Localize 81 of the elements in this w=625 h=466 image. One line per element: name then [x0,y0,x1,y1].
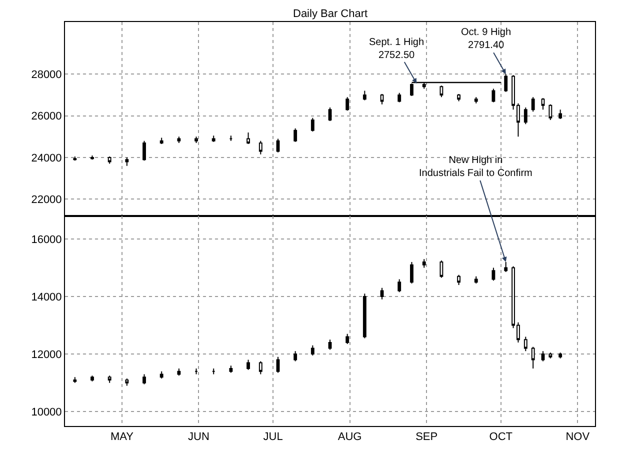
candlestick [90,375,94,382]
y-tick-label: 28000 [31,68,62,81]
candlestick [177,136,181,144]
x-tick-label: JUN [188,431,210,444]
candlestick [258,140,262,155]
candlestick [422,258,426,268]
candlestick [229,135,233,142]
candlestick [108,156,112,164]
annotation: New High in Industrials Fail to Confirm [419,155,532,179]
candlestick [142,374,146,385]
candlestick [548,352,552,359]
candlestick [524,336,528,352]
candlestick [90,154,94,160]
y-tick-label: 16000 [31,234,62,246]
candlestick [294,350,298,362]
candlestick [310,117,314,132]
candlestick [310,344,314,356]
candlestick [108,375,112,384]
candlestick [212,368,216,375]
candlestick [125,378,129,386]
candlestick [524,106,528,125]
candlestick [380,93,384,105]
candlestick [160,370,164,380]
y-tick-label: 12000 [31,348,62,361]
candlestick [558,109,562,120]
candlestick [457,274,460,286]
chart-title: Daily Bar Chart [293,8,368,20]
candlestick [328,339,332,350]
y-tick-label: 14000 [31,291,62,304]
y-tick-label: 10000 [31,406,62,418]
candlestick [531,346,535,369]
x-tick-label: SEP [416,431,438,444]
candlestick [142,140,146,162]
candlestick [474,276,478,284]
x-tick-label: JUL [263,431,283,444]
candlestick [194,368,198,375]
candlestick [398,278,402,293]
candlestick [229,365,233,374]
candlestick [440,260,444,278]
candlestick [457,93,460,102]
candlestick [398,92,402,103]
candlestick [362,90,366,101]
candlestick [541,350,545,362]
candlestick [440,85,444,98]
candlestick [258,360,262,375]
candlestick [246,132,250,144]
candlestick [177,368,181,376]
candlestick [492,88,496,103]
candlestick [125,157,129,166]
candlestick [492,267,496,282]
candlestick [504,261,508,273]
candlestick [276,356,280,374]
candlestick [73,156,77,162]
candlestick [294,128,298,142]
annotation: Sept. 1 High 2752.50 [369,37,424,61]
candlestick [531,96,535,112]
candlestick [541,98,545,110]
candlestick [212,135,216,142]
candlestick [362,293,366,339]
x-tick-label: NOV [566,431,590,444]
candlestick [194,136,198,144]
candlestick [246,359,250,370]
annotation: Oct. 9 High 2791.40 [461,27,512,51]
candlestick [380,287,384,300]
candlestick [558,352,562,359]
candlestick [73,376,77,384]
candlestick [504,74,508,92]
y-tick-label: 26000 [31,110,62,123]
candlestick [328,106,332,122]
candlestick [346,333,350,344]
candlestick [474,96,478,104]
candlestick [410,261,414,284]
candlestick [276,138,280,153]
x-tick-label: AUG [338,431,362,444]
candlestick [548,104,552,120]
candlestick [346,96,350,112]
y-tick-label: 22000 [31,194,62,206]
y-tick-label: 24000 [31,152,62,164]
x-tick-label: OCT [489,431,513,444]
candlestick [160,137,164,144]
x-tick-label: MAY [110,431,134,444]
